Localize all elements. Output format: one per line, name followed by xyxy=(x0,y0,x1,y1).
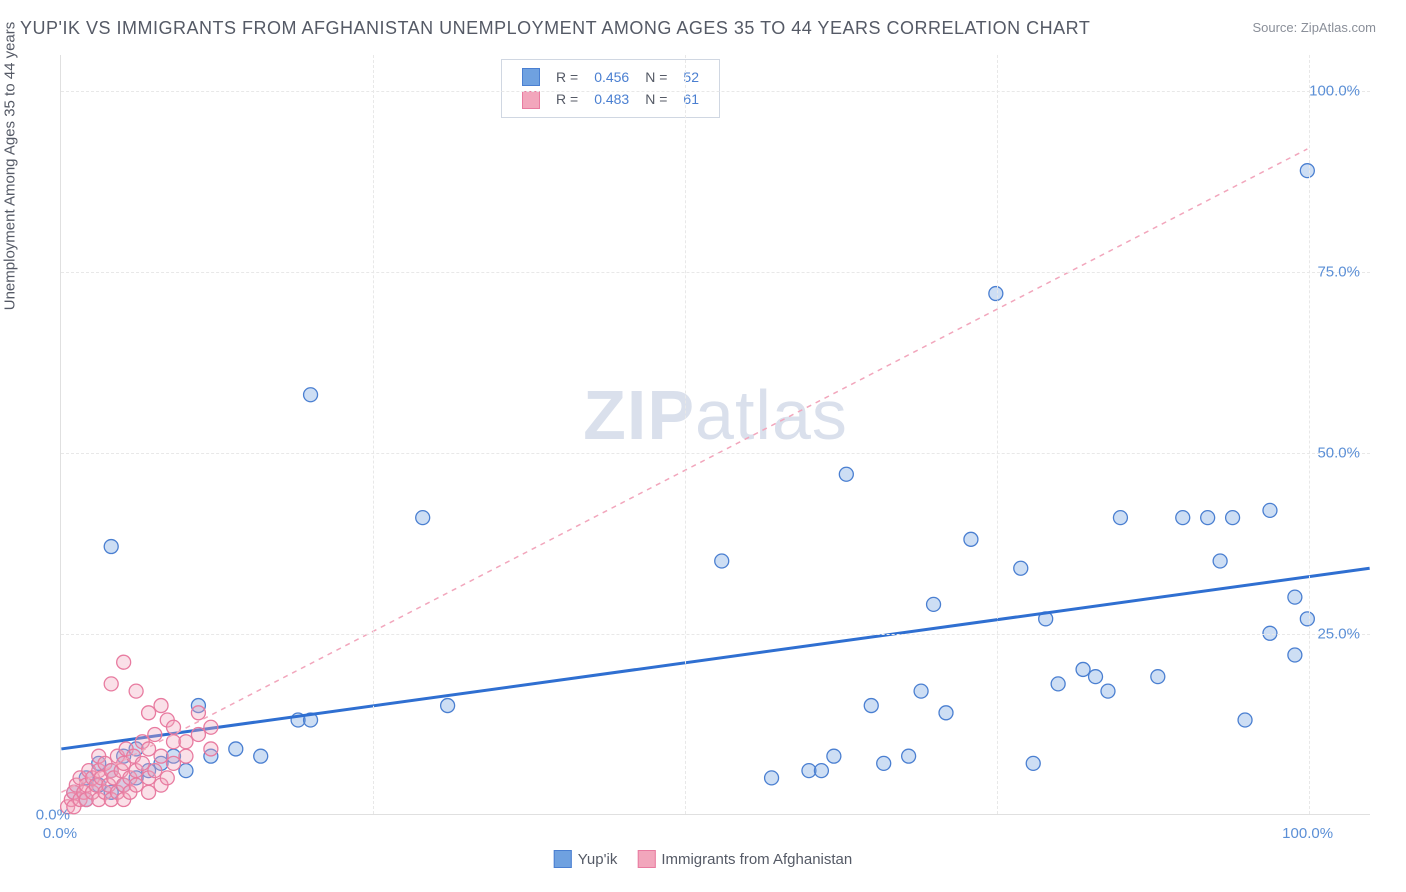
data-point xyxy=(839,467,853,481)
data-point xyxy=(191,727,205,741)
y-tick-label: 100.0% xyxy=(1309,83,1360,100)
legend-swatch xyxy=(637,850,655,868)
gridline-v xyxy=(373,55,374,814)
data-point xyxy=(104,677,118,691)
legend-swatch xyxy=(522,91,540,109)
data-point xyxy=(927,597,941,611)
data-point xyxy=(914,684,928,698)
data-point xyxy=(1089,670,1103,684)
x-tick-label: 100.0% xyxy=(1282,825,1333,842)
gridline-v xyxy=(997,55,998,814)
data-point xyxy=(179,735,193,749)
data-point xyxy=(148,764,162,778)
gridline-v xyxy=(1309,55,1310,814)
data-point xyxy=(1101,684,1115,698)
data-point xyxy=(1076,662,1090,676)
data-point xyxy=(715,554,729,568)
legend-label: Immigrants from Afghanistan xyxy=(661,851,852,868)
data-point xyxy=(964,532,978,546)
data-point xyxy=(129,684,143,698)
series-legend: Yup'ik Immigrants from Afghanistan xyxy=(544,850,862,872)
data-point xyxy=(877,756,891,770)
source-label: Source: ZipAtlas.com xyxy=(1252,20,1376,35)
y-tick-label: 25.0% xyxy=(1317,626,1360,643)
data-point xyxy=(1051,677,1065,691)
plot-area: ZIPatlas R =0.456N =52R =0.483N =61 0.0%… xyxy=(60,55,1370,815)
y-tick-label: 75.0% xyxy=(1317,264,1360,281)
data-point xyxy=(129,778,143,792)
data-point xyxy=(1263,503,1277,517)
data-point xyxy=(1113,511,1127,525)
data-point xyxy=(204,742,218,756)
data-point xyxy=(179,749,193,763)
data-point xyxy=(1201,511,1215,525)
y-tick-label: 50.0% xyxy=(1317,445,1360,462)
data-point xyxy=(441,699,455,713)
data-point xyxy=(1176,511,1190,525)
legend-item: Yup'ik xyxy=(554,850,618,868)
data-point xyxy=(204,720,218,734)
scatter-svg xyxy=(61,55,1370,814)
data-point xyxy=(1213,554,1227,568)
data-point xyxy=(1288,590,1302,604)
gridline-h xyxy=(61,272,1370,273)
data-point xyxy=(142,785,156,799)
data-point xyxy=(148,727,162,741)
trend-line xyxy=(61,568,1369,749)
data-point xyxy=(104,540,118,554)
data-point xyxy=(117,655,131,669)
data-point xyxy=(939,706,953,720)
data-point xyxy=(154,699,168,713)
data-point xyxy=(142,706,156,720)
data-point xyxy=(154,749,168,763)
data-point xyxy=(902,749,916,763)
data-point xyxy=(229,742,243,756)
legend-swatch xyxy=(522,68,540,86)
x-tick-label: 0.0% xyxy=(43,825,77,842)
data-point xyxy=(191,706,205,720)
y-tick-label: 0.0% xyxy=(36,807,70,824)
gridline-v xyxy=(685,55,686,814)
legend-row: R =0.456N =52 xyxy=(514,66,707,88)
data-point xyxy=(304,388,318,402)
data-point xyxy=(160,771,174,785)
data-point xyxy=(1151,670,1165,684)
legend-label: Yup'ik xyxy=(578,851,618,868)
data-point xyxy=(179,764,193,778)
data-point xyxy=(1238,713,1252,727)
legend-item: Immigrants from Afghanistan xyxy=(637,850,852,868)
data-point xyxy=(1288,648,1302,662)
data-point xyxy=(135,756,149,770)
data-point xyxy=(167,756,181,770)
data-point xyxy=(416,511,430,525)
legend-swatch xyxy=(554,850,572,868)
correlation-legend: R =0.456N =52R =0.483N =61 xyxy=(501,59,720,118)
data-point xyxy=(765,771,779,785)
y-axis-label: Unemployment Among Ages 35 to 44 years xyxy=(2,22,19,311)
chart-title: YUP'IK VS IMMIGRANTS FROM AFGHANISTAN UN… xyxy=(20,18,1090,39)
data-point xyxy=(1226,511,1240,525)
gridline-h xyxy=(61,91,1370,92)
data-point xyxy=(1026,756,1040,770)
data-point xyxy=(1300,164,1314,178)
data-point xyxy=(1014,561,1028,575)
data-point xyxy=(1300,612,1314,626)
gridline-h xyxy=(61,634,1370,635)
data-point xyxy=(254,749,268,763)
data-point xyxy=(827,749,841,763)
data-point xyxy=(814,764,828,778)
gridline-h xyxy=(61,453,1370,454)
data-point xyxy=(864,699,878,713)
